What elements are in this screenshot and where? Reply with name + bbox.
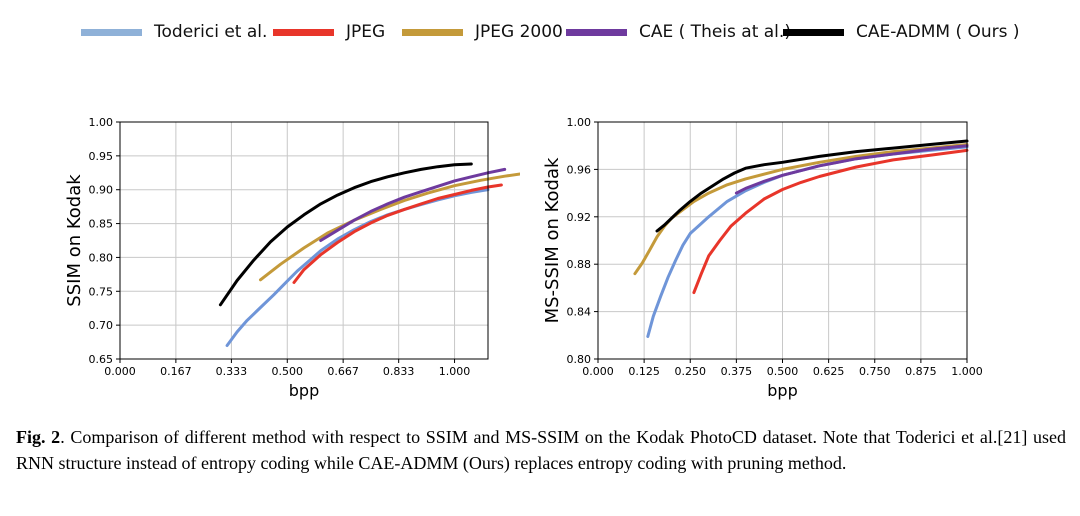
msssim-xtick-label-7: 0.875 [905,365,937,378]
ssim-xtick-label-2: 0.333 [216,365,248,378]
ssim-xlabel: bpp [289,381,319,400]
msssim-xtick-label-5: 0.625 [813,365,845,378]
ssim-xtick-label-3: 0.500 [272,365,304,378]
figure-label: Fig. 2 [16,427,60,447]
msssim-ytick-label-3: 0.92 [567,211,592,224]
ssim-chart: 0.000 0.167 0.333 0.500 0.667 0.833 1.000 0.65 0… [0,0,520,410]
ssim-ytick-label-3: 0.80 [89,251,114,264]
ms-ssim-chart: 0.000 0.125 0.250 0.375 0.500 0.625 0.750 0.875… [520,0,1060,410]
msssim-ylabel: MS-SSIM on Kodak [542,157,563,323]
msssim-xtick-label-2: 0.250 [675,365,707,378]
ssim-ylabel: SSIM on Kodak [64,174,85,307]
ssim-ytick-label-0: 0.65 [89,353,114,366]
msssim-ytick-label-2: 0.88 [567,258,592,271]
msssim-ytick-label-4: 0.96 [567,163,592,176]
ssim-ytick-label-4: 0.85 [89,218,114,231]
ssim-ytick-label-7: 1.00 [89,116,114,129]
msssim-xtick-label-0: 0.000 [582,365,614,378]
msssim-ytick-label-1: 0.84 [567,306,592,319]
ssim-plot-frame [120,122,488,359]
msssim-xlabel: bpp [767,381,797,400]
msssim-xtick-label-6: 0.750 [859,365,891,378]
ssim-xtick-label-0: 0.000 [104,365,136,378]
ssim-xtick-label-4: 0.667 [327,365,359,378]
msssim-ytick-label-0: 0.80 [567,353,592,366]
ssim-xtick-label-1: 0.167 [160,365,192,378]
ssim-ytick-label-6: 0.95 [89,150,114,163]
figure-caption: Fig. 2. Comparison of different method w… [16,424,1066,476]
ssim-ytick-label-1: 0.70 [89,319,114,332]
caption-text: . Comparison of different method with re… [16,427,1066,473]
msssim-xtick-label-3: 0.375 [721,365,753,378]
msssim-series-jpeg-2000 [635,145,967,274]
msssim-ytick-label-5: 1.00 [567,116,592,129]
ssim-xtick-label-5: 0.833 [383,365,415,378]
ssim-xtick-label-6: 1.000 [439,365,471,378]
ssim-ytick-label-5: 0.90 [89,184,114,197]
msssim-series-toderici-et-al [648,147,967,337]
msssim-xtick-label-8: 1.000 [951,365,983,378]
ssim-ytick-label-2: 0.75 [89,285,114,298]
msssim-xtick-label-1: 0.125 [628,365,660,378]
ssim-series-toderici-et-al [227,190,488,346]
msssim-xtick-label-4: 0.500 [767,365,799,378]
